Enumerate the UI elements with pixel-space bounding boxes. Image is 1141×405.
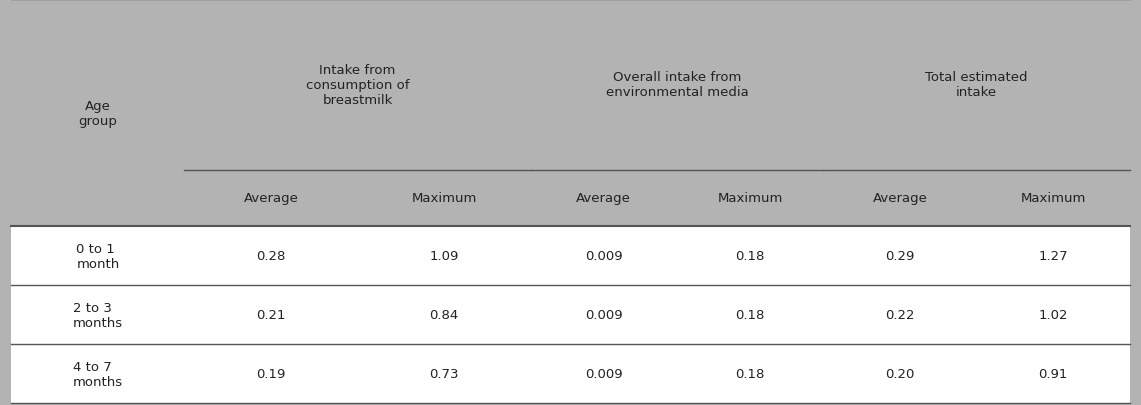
Bar: [11, 286, 1130, 344]
Text: 0 to 1
month: 0 to 1 month: [76, 242, 120, 270]
Text: 0.009: 0.009: [585, 249, 623, 263]
Text: 0.29: 0.29: [885, 249, 915, 263]
Text: 1.09: 1.09: [429, 249, 459, 263]
Bar: [11, 344, 1130, 403]
Text: 0.20: 0.20: [885, 367, 915, 380]
Text: 0.009: 0.009: [585, 367, 623, 380]
Text: Maximum: Maximum: [1020, 192, 1086, 205]
Text: 0.91: 0.91: [1038, 367, 1068, 380]
Text: Average: Average: [873, 192, 928, 205]
Text: Average: Average: [243, 192, 299, 205]
Text: 1.27: 1.27: [1038, 249, 1068, 263]
Text: Overall intake from
environmental media: Overall intake from environmental media: [606, 71, 748, 99]
Text: Maximum: Maximum: [718, 192, 783, 205]
Text: 0.21: 0.21: [257, 308, 285, 322]
Text: 0.73: 0.73: [429, 367, 459, 380]
Text: 4 to 7
months: 4 to 7 months: [73, 360, 123, 388]
Text: 0.18: 0.18: [736, 308, 764, 322]
Text: Average: Average: [576, 192, 631, 205]
Text: 0.009: 0.009: [585, 308, 623, 322]
Bar: [11, 227, 1130, 286]
Text: 0.18: 0.18: [736, 367, 764, 380]
Text: Total estimated
intake: Total estimated intake: [925, 71, 1028, 99]
Text: Maximum: Maximum: [412, 192, 477, 205]
Text: 2 to 3
months: 2 to 3 months: [73, 301, 123, 329]
Text: 0.19: 0.19: [257, 367, 285, 380]
Bar: [11, 0, 1130, 227]
Text: Age
group: Age group: [79, 100, 118, 127]
Text: 1.02: 1.02: [1038, 308, 1068, 322]
Text: 0.84: 0.84: [429, 308, 459, 322]
Text: 0.18: 0.18: [736, 249, 764, 263]
Text: 0.22: 0.22: [885, 308, 915, 322]
Text: Intake from
consumption of
breastmilk: Intake from consumption of breastmilk: [306, 64, 410, 107]
Text: 0.28: 0.28: [257, 249, 285, 263]
